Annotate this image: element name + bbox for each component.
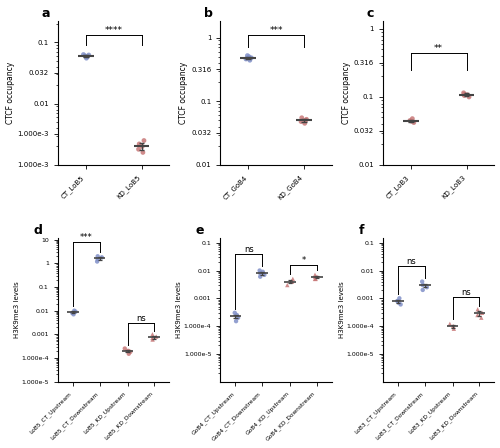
Point: [410, 119, 418, 126]
Y-axis label: CTCF occupancy: CTCF occupancy: [180, 62, 188, 124]
Point: [94, 256, 102, 263]
Point: [474, 306, 482, 313]
Point: [98, 254, 106, 261]
Point: [408, 118, 416, 125]
Point: [312, 276, 320, 283]
Point: [70, 307, 78, 314]
Point: [256, 267, 264, 274]
Point: [72, 308, 80, 315]
Point: [135, 140, 143, 147]
Point: [463, 91, 471, 98]
Point: [418, 286, 426, 293]
Point: [148, 331, 156, 338]
Point: [148, 336, 156, 343]
Text: *: *: [302, 256, 306, 265]
Point: [394, 299, 402, 306]
Text: f: f: [358, 224, 364, 237]
Point: [70, 311, 78, 318]
Point: [396, 301, 404, 308]
Point: [231, 309, 239, 316]
Point: [121, 345, 129, 352]
Point: [418, 278, 426, 285]
Point: [134, 146, 142, 153]
Point: [394, 297, 402, 305]
Point: [465, 93, 473, 100]
Point: [126, 349, 134, 356]
Point: [460, 90, 468, 98]
Text: ns: ns: [136, 314, 146, 323]
Text: b: b: [204, 7, 212, 20]
Point: [311, 271, 319, 278]
Text: ***: ***: [80, 233, 92, 242]
Text: ****: ****: [104, 26, 122, 35]
Point: [68, 310, 76, 317]
Point: [124, 347, 132, 354]
Point: [423, 284, 431, 291]
Point: [85, 52, 93, 59]
Point: [139, 149, 147, 156]
Point: [246, 56, 254, 64]
Point: [311, 276, 319, 283]
Point: [125, 350, 133, 358]
Point: [233, 311, 241, 319]
Y-axis label: CTCF occupancy: CTCF occupancy: [6, 62, 15, 124]
Point: [242, 56, 250, 63]
Y-axis label: CTCF occupancy: CTCF occupancy: [342, 62, 351, 124]
Text: a: a: [41, 7, 50, 20]
Point: [244, 52, 252, 59]
Point: [94, 253, 102, 260]
Point: [288, 278, 296, 285]
Point: [297, 118, 305, 125]
Point: [148, 334, 156, 341]
Point: [93, 258, 101, 265]
Text: e: e: [196, 224, 204, 237]
Text: **: **: [434, 43, 443, 52]
Point: [284, 281, 292, 289]
Point: [80, 51, 88, 58]
Y-axis label: H3K9me3 levels: H3K9me3 levels: [176, 281, 182, 338]
Text: ns: ns: [461, 288, 471, 297]
Point: [140, 137, 148, 144]
Point: [396, 295, 404, 302]
Point: [474, 311, 482, 319]
Point: [248, 54, 256, 61]
Text: ns: ns: [406, 257, 416, 266]
Point: [406, 117, 414, 124]
Point: [289, 276, 297, 283]
Point: [408, 115, 416, 122]
Text: d: d: [34, 224, 42, 237]
Point: [260, 271, 268, 278]
Point: [82, 55, 90, 62]
Point: [298, 114, 306, 121]
Point: [300, 120, 308, 127]
Point: [311, 273, 319, 280]
Point: [478, 309, 486, 316]
Point: [259, 268, 267, 276]
Point: [460, 92, 468, 99]
Point: [245, 53, 253, 60]
Point: [81, 52, 89, 60]
Point: [256, 273, 264, 280]
Point: [460, 89, 468, 96]
Point: [418, 281, 426, 289]
Point: [84, 53, 92, 60]
Point: [288, 278, 296, 285]
Point: [232, 318, 240, 325]
Text: c: c: [366, 7, 374, 20]
Point: [302, 116, 310, 123]
Point: [138, 143, 146, 150]
Point: [450, 325, 458, 332]
Point: [449, 323, 457, 330]
Y-axis label: H3K9me3 levels: H3K9me3 levels: [339, 281, 345, 338]
Point: [234, 314, 242, 321]
Text: ***: ***: [270, 26, 283, 35]
Text: ns: ns: [244, 245, 254, 254]
Point: [313, 273, 321, 280]
Point: [446, 320, 454, 327]
Point: [302, 117, 310, 124]
Point: [256, 270, 264, 277]
Point: [478, 314, 486, 321]
Y-axis label: H3K9me3 levels: H3K9me3 levels: [14, 281, 20, 338]
Point: [152, 333, 160, 340]
